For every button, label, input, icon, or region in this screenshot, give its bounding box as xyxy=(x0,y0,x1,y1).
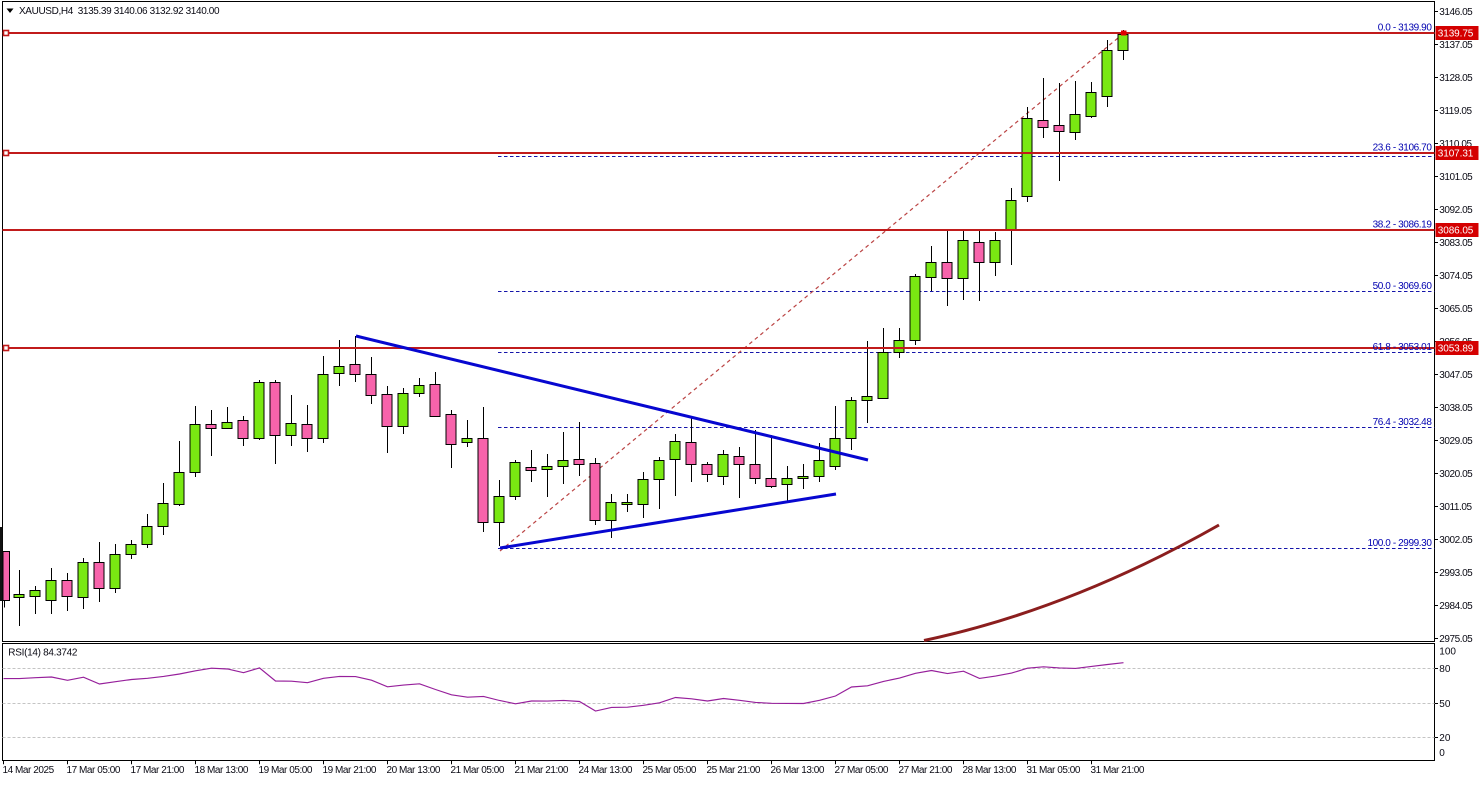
svg-text:3020.05: 3020.05 xyxy=(1439,469,1473,480)
svg-text:100: 100 xyxy=(1439,646,1456,657)
svg-text:21 Mar 21:00: 21 Mar 21:00 xyxy=(515,765,569,776)
svg-text:27 Mar 05:00: 27 Mar 05:00 xyxy=(835,765,889,776)
svg-text:61.8 - 3053.01: 61.8 - 3053.01 xyxy=(1373,342,1433,353)
svg-text:50.0 - 3069.60: 50.0 - 3069.60 xyxy=(1373,281,1433,292)
svg-text:3128.05: 3128.05 xyxy=(1439,73,1473,84)
svg-text:19 Mar 05:00: 19 Mar 05:00 xyxy=(259,765,313,776)
svg-text:21 Mar 05:00: 21 Mar 05:00 xyxy=(451,765,505,776)
svg-text:80: 80 xyxy=(1439,664,1451,675)
svg-text:25 Mar 05:00: 25 Mar 05:00 xyxy=(643,765,697,776)
svg-text:38.2 - 3086.19: 38.2 - 3086.19 xyxy=(1373,220,1433,231)
svg-text:3074.05: 3074.05 xyxy=(1439,271,1473,282)
svg-text:50: 50 xyxy=(1439,699,1451,710)
svg-text:2993.05: 2993.05 xyxy=(1439,568,1473,579)
svg-text:3146.05: 3146.05 xyxy=(1439,7,1473,18)
svg-text:31 Mar 05:00: 31 Mar 05:00 xyxy=(1027,765,1081,776)
svg-text:27 Mar 21:00: 27 Mar 21:00 xyxy=(899,765,953,776)
svg-text:3053.89: 3053.89 xyxy=(1438,344,1474,355)
svg-text:3047.05: 3047.05 xyxy=(1439,370,1473,381)
svg-text:2984.05: 2984.05 xyxy=(1439,601,1473,612)
svg-text:3086.05: 3086.05 xyxy=(1438,226,1474,237)
svg-text:3038.05: 3038.05 xyxy=(1439,403,1473,414)
svg-text:3092.05: 3092.05 xyxy=(1439,205,1473,216)
svg-text:3107.31: 3107.31 xyxy=(1438,149,1474,160)
svg-text:3101.05: 3101.05 xyxy=(1439,172,1473,183)
svg-text:3137.05: 3137.05 xyxy=(1439,40,1473,51)
svg-text:17 Mar 05:00: 17 Mar 05:00 xyxy=(67,765,121,776)
svg-text:100.0 - 2999.30: 100.0 - 2999.30 xyxy=(1367,538,1432,549)
svg-text:20 Mar 13:00: 20 Mar 13:00 xyxy=(387,765,441,776)
svg-text:3083.05: 3083.05 xyxy=(1439,238,1473,249)
svg-text:3002.05: 3002.05 xyxy=(1439,535,1473,546)
svg-text:0: 0 xyxy=(1439,748,1445,759)
svg-text:18 Mar 13:00: 18 Mar 13:00 xyxy=(195,765,249,776)
svg-text:3011.05: 3011.05 xyxy=(1439,502,1472,513)
svg-text:26 Mar 13:00: 26 Mar 13:00 xyxy=(771,765,825,776)
svg-text:3065.05: 3065.05 xyxy=(1439,304,1473,315)
svg-text:0.0 - 3139.90: 0.0 - 3139.90 xyxy=(1378,23,1433,34)
svg-text:24 Mar 13:00: 24 Mar 13:00 xyxy=(579,765,633,776)
svg-text:23.6 - 3106.70: 23.6 - 3106.70 xyxy=(1373,143,1433,154)
svg-text:14 Mar 2025: 14 Mar 2025 xyxy=(3,765,55,776)
svg-text:76.4 - 3032.48: 76.4 - 3032.48 xyxy=(1373,417,1433,428)
svg-text:19 Mar 21:00: 19 Mar 21:00 xyxy=(323,765,377,776)
svg-text:XAUUSD,H4 3135.39 3140.06 313: XAUUSD,H4 3135.39 3140.06 3132.92 3140.0… xyxy=(19,6,220,17)
svg-text:2975.05: 2975.05 xyxy=(1439,634,1473,645)
svg-text:RSI(14) 84.3742: RSI(14) 84.3742 xyxy=(8,648,78,659)
svg-text:3029.05: 3029.05 xyxy=(1439,436,1473,447)
svg-text:20: 20 xyxy=(1439,733,1451,744)
svg-text:3139.75: 3139.75 xyxy=(1438,29,1474,40)
svg-text:31 Mar 21:00: 31 Mar 21:00 xyxy=(1091,765,1145,776)
svg-text:28 Mar 13:00: 28 Mar 13:00 xyxy=(963,765,1017,776)
svg-text:3110.05: 3110.05 xyxy=(1439,139,1472,150)
svg-text:3119.05: 3119.05 xyxy=(1439,106,1472,117)
svg-text:25 Mar 21:00: 25 Mar 21:00 xyxy=(707,765,761,776)
svg-text:17 Mar 21:00: 17 Mar 21:00 xyxy=(131,765,185,776)
